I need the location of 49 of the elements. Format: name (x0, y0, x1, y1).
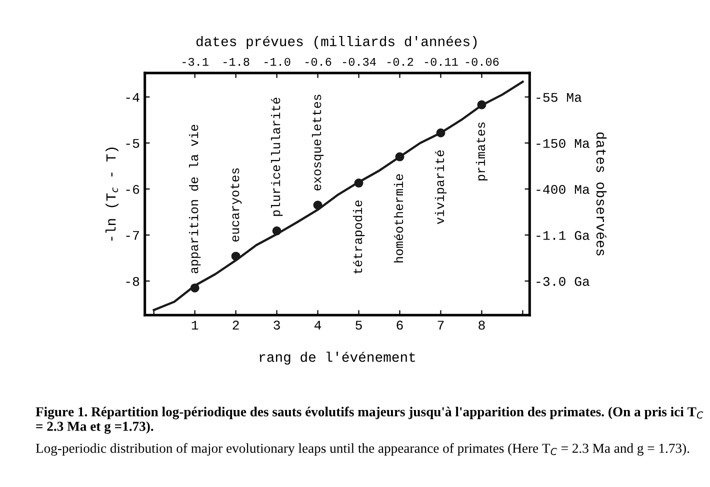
text: -0.11 (424, 58, 458, 66)
category-label: -150 Ma (536, 138, 590, 148)
point (272, 226, 282, 236)
point (231, 252, 240, 261)
category-label: -55 Ma (536, 93, 582, 102)
text: -0.06 (466, 58, 499, 66)
x-tick-label: 5 (356, 320, 362, 330)
text: Log-periodic distribution of major evolutionary leaps until the appearance of primates (Here T$_{C}$ = 2.3 Ma and g = 1.73). (36, 443, 690, 456)
category-label: -1.1 Ga (536, 230, 590, 240)
category-label: -400 Ma (536, 184, 590, 194)
annotation: apparition de la vie (189, 124, 201, 274)
x-tick-label: 2 (232, 320, 239, 330)
annotation: homéothermie (394, 174, 404, 262)
text: -0.2 (388, 58, 414, 66)
annotation: eucaryotes (230, 168, 242, 242)
text: -3.1 (182, 58, 208, 66)
x2-axis-title: dates prévues (milliards d'années) (196, 36, 477, 49)
y-tick-label: -8 (126, 276, 140, 286)
text: -1.8 (224, 58, 250, 66)
point (190, 283, 200, 292)
annotation: tétrapodie (352, 200, 365, 274)
point (313, 200, 322, 210)
text: -0.34 (342, 58, 376, 66)
point (436, 128, 446, 138)
y-tick-label: -4 (126, 93, 140, 102)
x-tick-label: 4 (314, 320, 322, 330)
y2-axis-title: dates observées (596, 132, 607, 256)
annotation: primates (476, 122, 488, 180)
text: -1.0 (264, 58, 290, 66)
y-tick-label: -6 (126, 184, 140, 194)
text: -0.6 (306, 58, 332, 66)
point (354, 178, 364, 188)
y-tick-label: -7 (126, 231, 139, 240)
category-label: -3.0 Ga (536, 276, 590, 286)
x-tick-label: 1 (192, 320, 198, 330)
y-axis-title: -ln (T$_{c}$ - T) (106, 148, 118, 241)
x-tick-label: 3 (274, 320, 280, 330)
x-axis-title: rang de l'événement (260, 352, 415, 365)
annotation: viviparité (434, 150, 447, 224)
annotation: exosquelettes (312, 94, 324, 190)
point (395, 152, 404, 162)
text: Figure 1. Répartition log-périodique des sauts évolutifs majeurs jusqu'à l'apparition des primates. (On a pris ici T$_{C}$ = 2.3 Ma et g =1.73). (36, 406, 704, 434)
y-tick-label: -5 (126, 139, 140, 148)
x-tick-label: 8 (478, 320, 485, 330)
line-series (152, 80, 524, 312)
annotation: pluricellularité (270, 98, 283, 216)
point (477, 100, 486, 110)
x-tick-label: 6 (396, 320, 403, 330)
x-tick-label: 7 (438, 320, 444, 330)
